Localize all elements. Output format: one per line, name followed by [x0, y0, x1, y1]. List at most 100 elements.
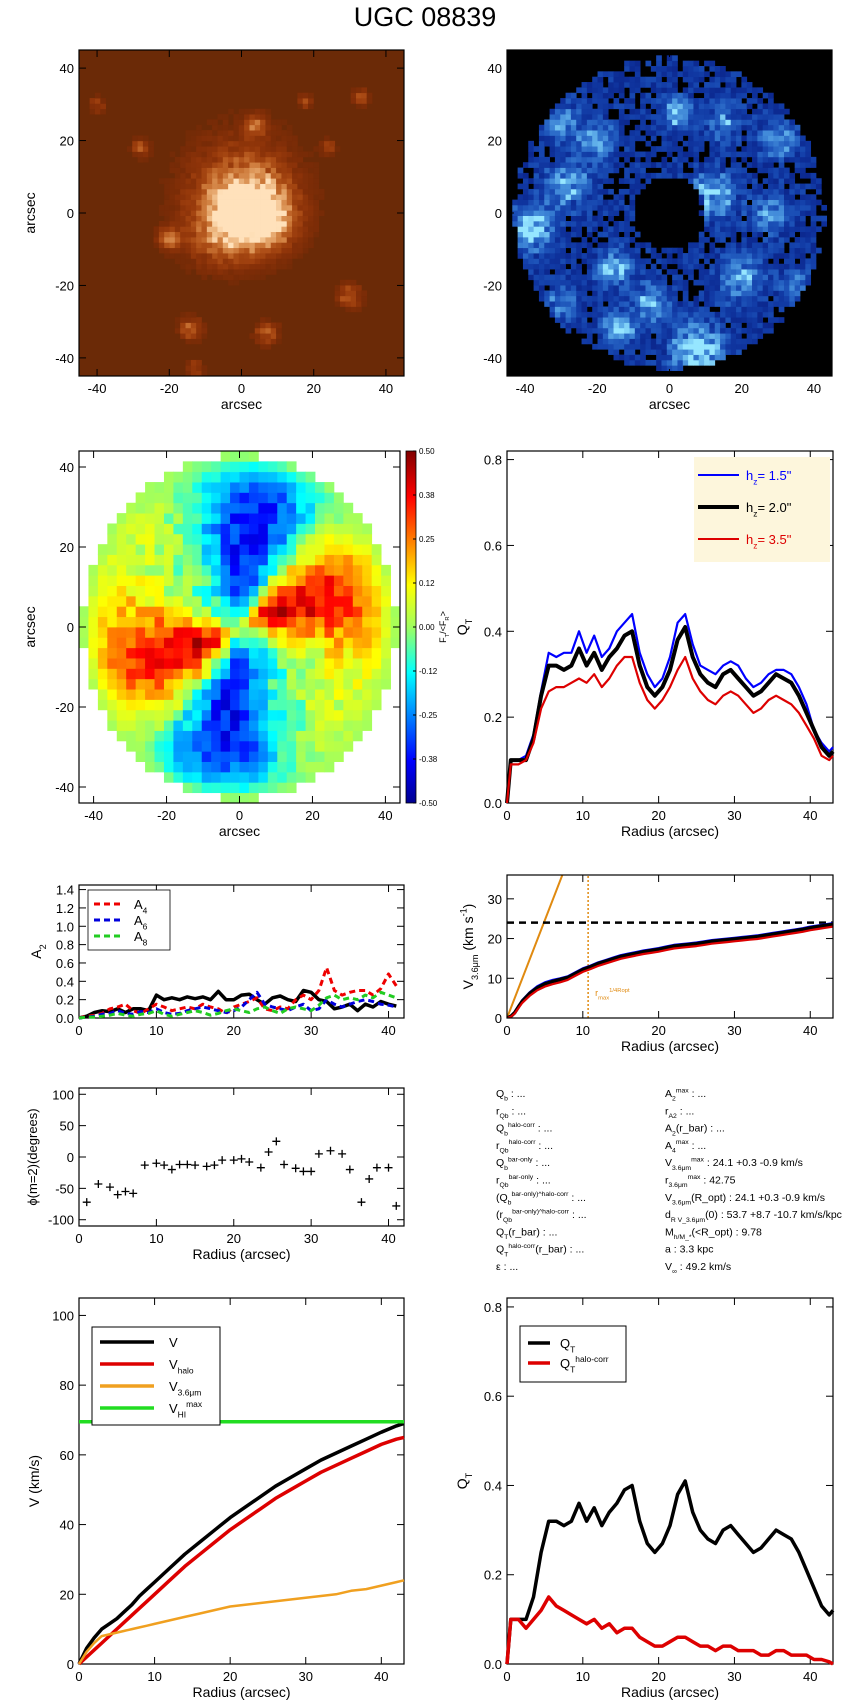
image1-pixel	[185, 146, 192, 152]
image2-pixel	[714, 317, 721, 323]
image1-pixel	[206, 162, 213, 168]
phase-point	[384, 1163, 393, 1172]
image2-pixel	[725, 327, 732, 334]
image2-pixel	[725, 349, 732, 355]
image1-pixel	[244, 269, 250, 275]
image2-pixel	[576, 327, 582, 334]
image2-pixel	[736, 295, 742, 302]
image1-pixel	[206, 151, 213, 158]
image2-pixel	[752, 119, 758, 126]
image2-pixel	[570, 231, 577, 238]
image2-pixel	[688, 92, 694, 99]
ratio-map-pixel	[267, 637, 278, 649]
image1-pixel	[270, 210, 277, 216]
image2-pixel	[666, 114, 673, 120]
image2-pixel	[725, 194, 732, 200]
image2-pixel	[773, 295, 780, 302]
image2-pixel	[789, 146, 796, 152]
image2-pixel	[682, 98, 689, 104]
image2-pixel	[538, 162, 545, 168]
x-axis-label: Radius (arcsec)	[192, 1246, 290, 1262]
image1-pixel	[190, 199, 197, 206]
image2-pixel	[618, 194, 625, 200]
ratio-map-pixel	[116, 699, 127, 711]
image2-pixel	[629, 247, 636, 254]
image1-pixel	[212, 258, 218, 265]
image2-pixel	[784, 178, 790, 184]
image2-pixel	[624, 359, 630, 366]
ratio-map-pixel	[116, 533, 127, 545]
image2-pixel	[624, 322, 630, 329]
image2-pixel	[778, 306, 785, 313]
image1-pixel	[302, 220, 309, 227]
image2-pixel	[586, 199, 593, 206]
image2-pixel	[650, 274, 657, 281]
image1-pixel	[270, 199, 277, 206]
image2-pixel	[661, 108, 668, 115]
ratio-map-pixel	[239, 461, 250, 473]
ratio-map-pixel	[277, 740, 288, 752]
image2-pixel	[698, 327, 705, 334]
ratio-map-pixel	[333, 658, 344, 669]
y-tick-label: 0.6	[56, 956, 74, 971]
image2-pixel	[592, 306, 598, 313]
y-tick-label: 1.4	[56, 883, 74, 898]
image2-pixel	[629, 183, 636, 190]
image1-pixel	[265, 258, 272, 265]
ratio-map-pixel	[211, 595, 222, 607]
image2-pixel	[624, 269, 630, 275]
image2-pixel	[720, 162, 726, 168]
image2-pixel	[549, 306, 556, 313]
ratio-map-pixel	[135, 658, 146, 669]
image1-pixel	[334, 295, 341, 302]
image1-pixel	[265, 124, 272, 131]
image2-pixel	[741, 247, 748, 254]
ratio-map-pixel	[239, 523, 250, 535]
ratio-map-pixel	[88, 616, 99, 628]
image2-pixel	[741, 301, 748, 307]
legend-label: QThalo-corr	[560, 1354, 609, 1374]
image2-pixel	[768, 210, 774, 216]
image2-pixel	[704, 156, 710, 163]
image2-pixel	[570, 172, 577, 179]
image2-pixel	[645, 82, 652, 88]
image2-pixel	[661, 327, 668, 334]
image2-pixel	[597, 333, 604, 339]
ratio-map-pixel	[192, 627, 203, 638]
image2-pixel	[789, 242, 796, 249]
image2-pixel	[586, 274, 593, 281]
ratio-map-pixel	[333, 616, 344, 628]
y-tick-label: -20	[55, 700, 74, 715]
image2-pixel	[592, 167, 598, 174]
image1-pixel	[217, 140, 224, 147]
image2-pixel	[629, 354, 636, 361]
image1-pixel	[190, 151, 197, 158]
image2-pixel	[698, 349, 705, 355]
ratio-map-pixel	[211, 513, 222, 524]
image2-pixel	[736, 87, 742, 94]
image2-pixel	[698, 269, 705, 275]
image2-pixel	[741, 237, 748, 243]
x-axis-label: arcsec	[219, 823, 260, 839]
image2-pixel	[730, 311, 737, 318]
image2-pixel	[720, 108, 726, 115]
image2-pixel	[565, 258, 572, 265]
image2-pixel	[778, 237, 785, 243]
ratio-map-pixel	[315, 595, 325, 607]
image2-pixel	[629, 215, 636, 222]
ratio-map-pixel	[267, 564, 278, 576]
ratio-map-pixel	[88, 647, 99, 659]
image2-pixel	[768, 183, 774, 190]
image2-pixel	[682, 66, 689, 72]
ratio-map-pixel	[352, 585, 363, 597]
image2-pixel	[602, 269, 609, 275]
image2-pixel	[554, 311, 561, 318]
image2-pixel	[608, 215, 614, 222]
image1-pixel	[164, 199, 170, 206]
image2-pixel	[746, 279, 753, 286]
image2-pixel	[618, 322, 625, 329]
image2-pixel	[672, 354, 678, 361]
image2-pixel	[746, 263, 753, 270]
ratio-map-pixel	[352, 575, 363, 586]
ratio-map-pixel	[371, 658, 382, 669]
